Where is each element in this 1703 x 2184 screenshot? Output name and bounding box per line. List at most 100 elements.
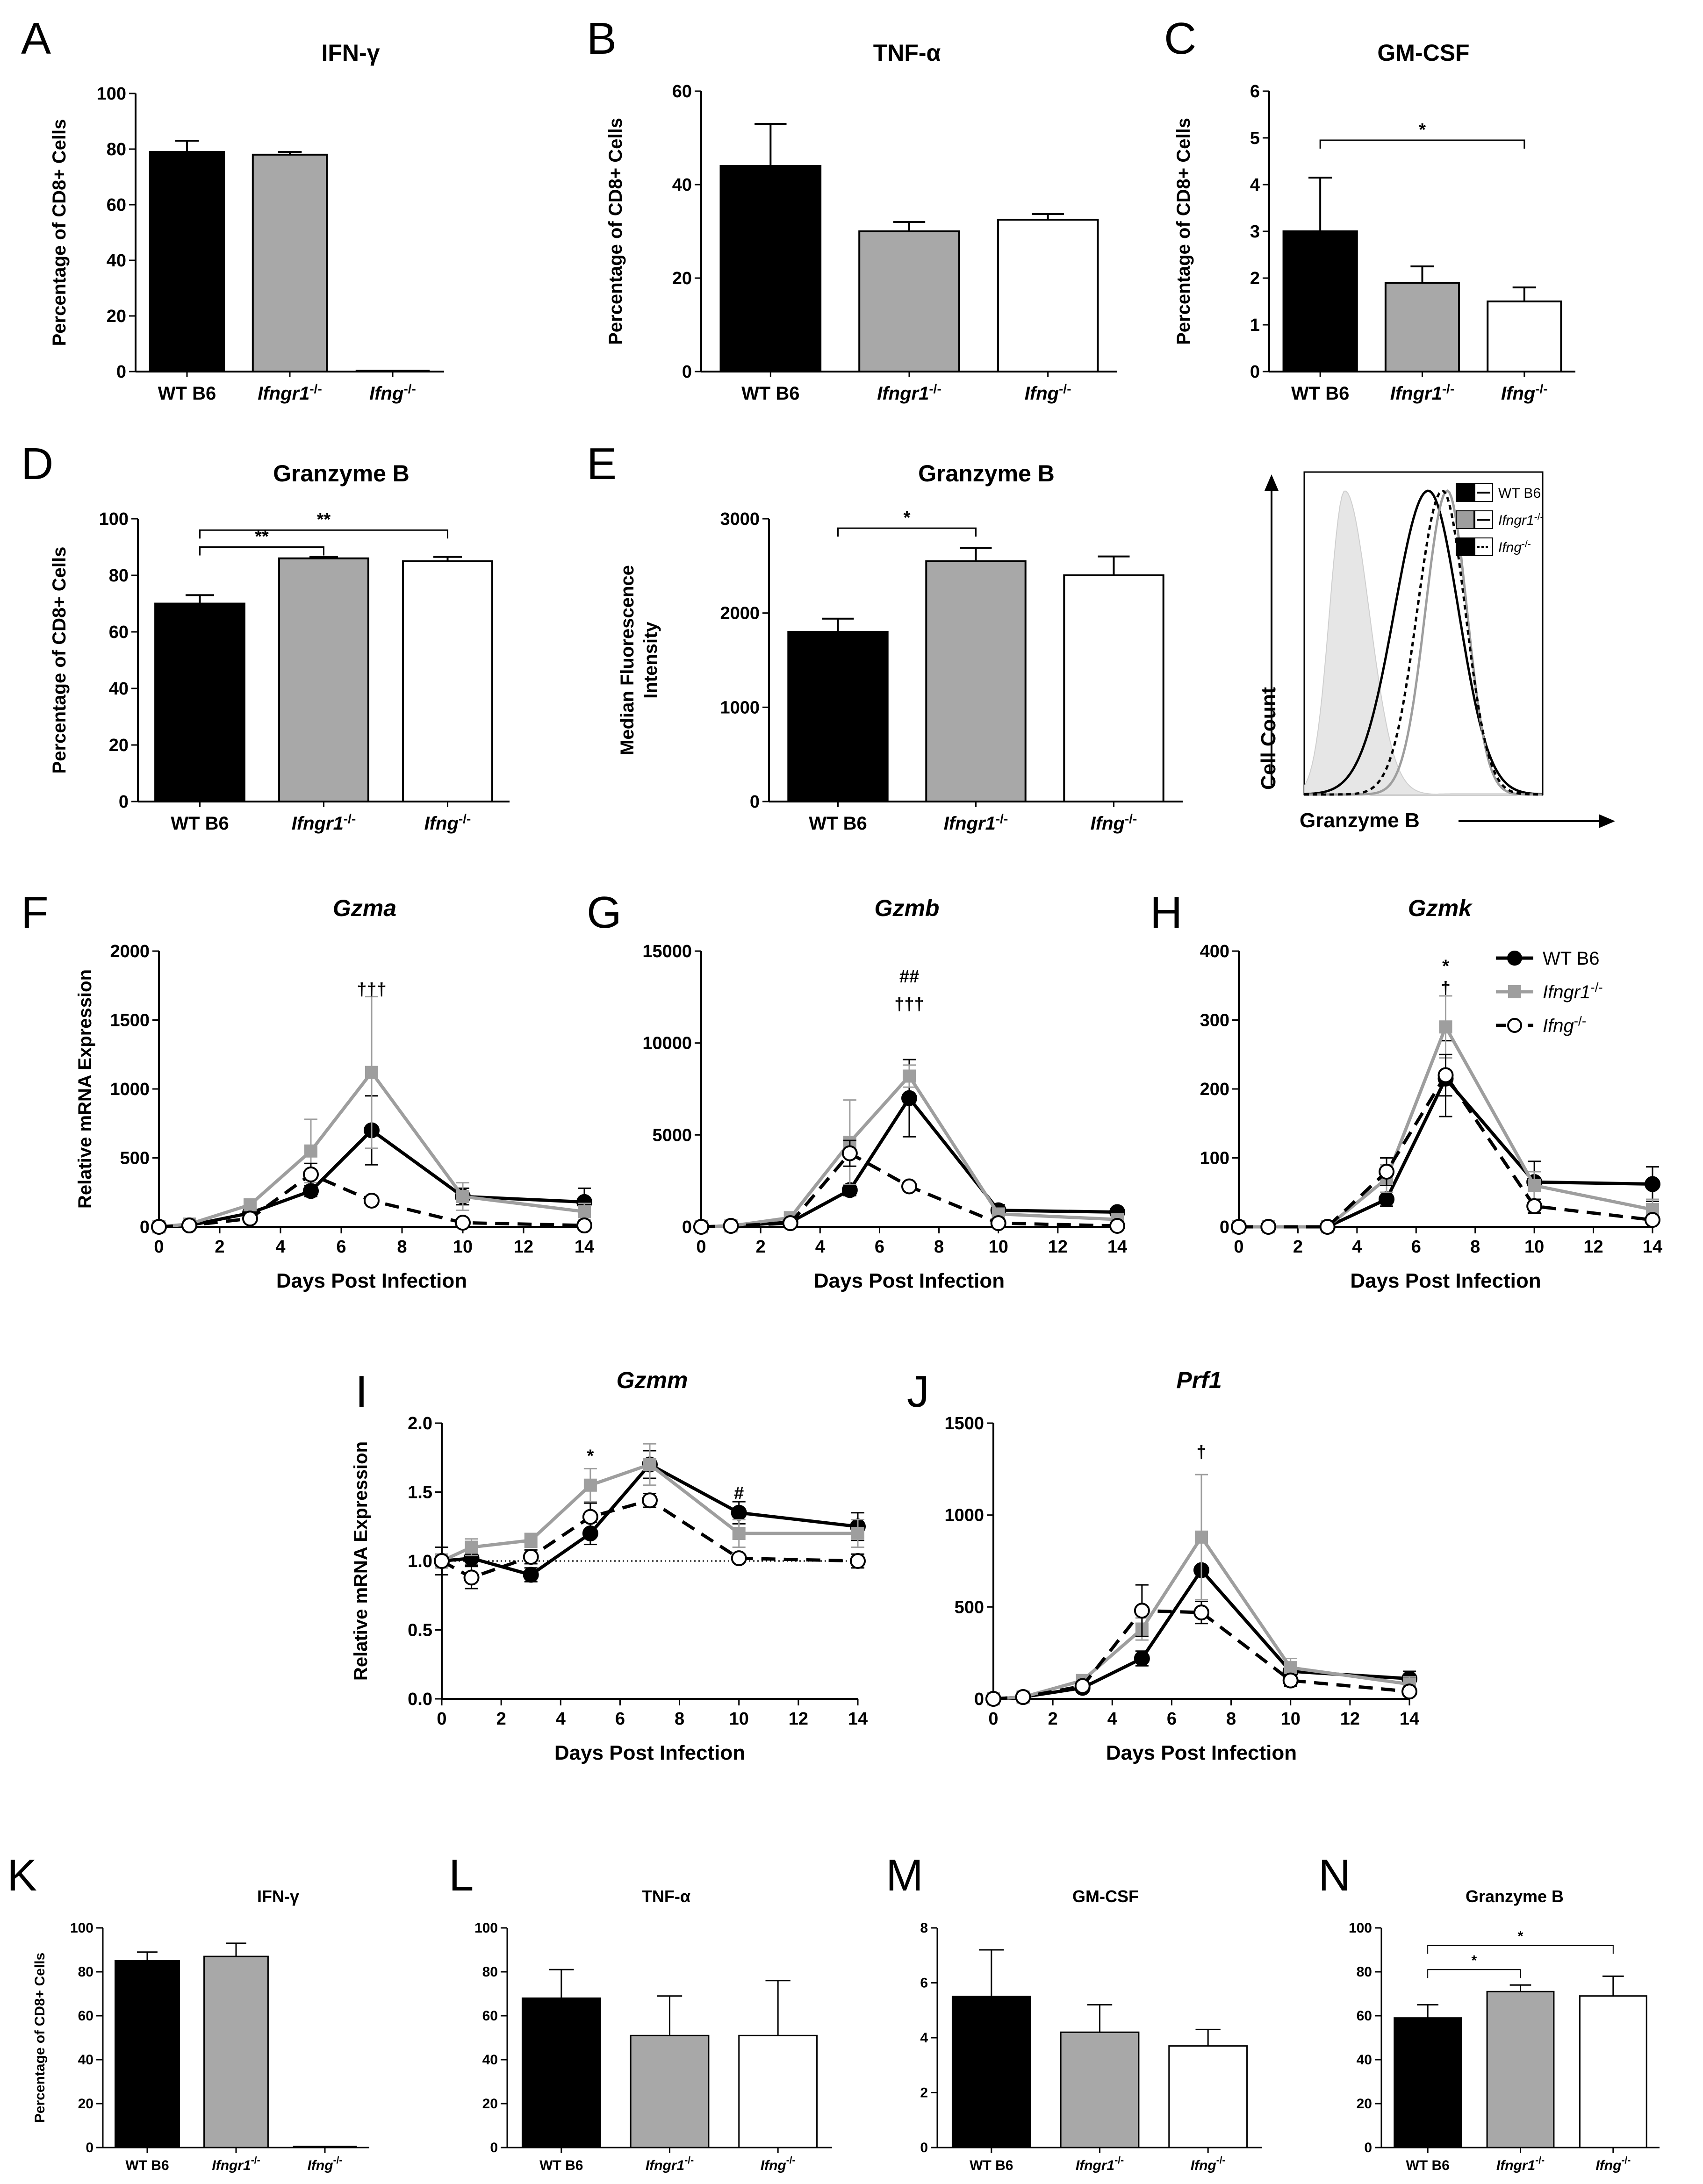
y-axis-label-line2: Intensity <box>640 622 661 699</box>
significance-label: * <box>904 508 911 528</box>
y-tick-label: 60 <box>109 623 129 642</box>
histogram-curve-Ifngr1-/- <box>1304 489 1543 796</box>
y-tick-label: 15000 <box>642 942 692 961</box>
y-tick-label: 5000 <box>652 1125 692 1145</box>
x-tick-label: 4 <box>815 1237 825 1257</box>
bar <box>787 631 889 802</box>
panel-title: TNF-α <box>873 40 941 66</box>
legend-marker <box>1507 1018 1522 1033</box>
data-point <box>903 1069 916 1083</box>
bar <box>719 165 822 372</box>
x-tick-label: 8 <box>397 1237 407 1257</box>
y-tick-label: 40 <box>78 2052 93 2068</box>
y-tick-label: 0 <box>750 792 760 812</box>
data-point <box>1134 1650 1150 1667</box>
data-point <box>1401 1683 1417 1700</box>
bar <box>115 1960 180 2148</box>
data-point <box>365 1066 378 1079</box>
data-point <box>841 1145 858 1161</box>
x-category-label: WT B6 <box>171 813 229 834</box>
y-tick-label: 1.0 <box>408 1552 432 1571</box>
panel-title: IFN-γ <box>257 1887 299 1906</box>
y-tick-label: 20 <box>107 307 126 326</box>
y-tick-label: 1500 <box>944 1414 984 1433</box>
bar <box>1060 2031 1140 2148</box>
panel-title: IFN-γ <box>322 40 380 66</box>
panel-L: TNF-α 0 20 40 60 80 100 WT B6 Ifngr1-/- Ifng-/- <box>474 1887 832 2173</box>
x-axis-label: Days Post Infection <box>276 1269 467 1292</box>
annotation-label: # <box>734 1483 744 1503</box>
data-point <box>463 1569 480 1586</box>
y-tick-label: 3 <box>1250 222 1260 242</box>
x-axis-label: Days Post Infection <box>554 1741 745 1764</box>
y-axis-label: Relative mRNA Expression <box>75 969 95 1209</box>
legend-label: Ifng-/- <box>1498 539 1531 555</box>
panel-title: Gzmm <box>617 1367 688 1393</box>
data-point <box>1195 1530 1208 1544</box>
x-category-label: Ifng-/- <box>1501 381 1548 404</box>
x-category-label: Ifngr1-/- <box>258 381 322 404</box>
panel-letter-F: F <box>21 888 49 938</box>
bar <box>1579 1995 1647 2148</box>
panel-title: Prf1 <box>1176 1367 1222 1393</box>
data-point <box>1645 1176 1660 1192</box>
x-tick-label: 6 <box>336 1237 346 1257</box>
y-tick-label: 1000 <box>944 1506 984 1525</box>
y-tick-label: 100 <box>474 1920 498 1936</box>
y-tick-label: 40 <box>1357 2052 1372 2068</box>
data-point <box>1526 1198 1543 1214</box>
y-tick-label: 100 <box>1200 1149 1229 1168</box>
y-tick-label: 0 <box>1364 2140 1372 2155</box>
y-tick-label: 1000 <box>720 698 760 717</box>
significance-label: ** <box>317 510 331 530</box>
x-category-label: Ifng-/- <box>1091 811 1137 834</box>
y-tick-label: 0 <box>682 362 692 382</box>
data-point <box>1134 1603 1150 1619</box>
x-category-label: Ifng-/- <box>761 2155 796 2173</box>
annotation-label: ## <box>899 967 919 987</box>
data-point <box>731 1504 747 1521</box>
x-category-label: Ifng-/- <box>369 381 416 404</box>
data-point <box>1439 1020 1452 1034</box>
x-tick-label: 0 <box>696 1237 706 1257</box>
data-point <box>642 1492 658 1509</box>
panel-letter-A: A <box>21 14 51 64</box>
x-tick-label: 0 <box>154 1237 164 1257</box>
data-point <box>1193 1604 1209 1621</box>
y-tick-label: 6 <box>920 1976 928 1991</box>
x-category-label: WT B6 <box>539 2158 583 2173</box>
x-tick-label: 8 <box>1226 1709 1236 1729</box>
x-tick-label: 6 <box>1167 1709 1177 1729</box>
bar <box>630 2034 710 2148</box>
panel-letter-N: N <box>1318 1850 1351 1900</box>
data-point <box>732 1527 746 1540</box>
x-tick-label: 4 <box>1107 1709 1117 1729</box>
x-category-label: Ifngr1-/- <box>292 811 356 834</box>
y-axis-label: Percentage of CD8+ Cells <box>1173 118 1194 345</box>
panel-letter-B: B <box>587 14 617 64</box>
y-tick-label: 100 <box>70 1920 93 1936</box>
x-tick-label: 2 <box>1293 1237 1303 1257</box>
panel-E-histogram: Cell Count Granzyme B WT B6 Ifngr1-/- Ifng-/… <box>1257 471 1615 832</box>
x-category-label: Ifng-/- <box>1025 381 1071 404</box>
legend-marker <box>1508 985 1521 998</box>
x-category-label: WT B6 <box>1291 383 1349 404</box>
y-tick-label: 0 <box>920 2140 928 2155</box>
data-point <box>731 1550 747 1567</box>
x-category-label: Ifng-/- <box>1191 2155 1226 2173</box>
data-point <box>643 1458 656 1471</box>
data-point <box>1319 1219 1336 1235</box>
panel-N: Granzyme B 0 20 40 60 80 100 WT B6 Ifngr1-/- Ifng… <box>1349 1887 1660 2173</box>
panel-G: Gzmb 0 5000 10000 15000 0 2 4 6 8 10 12 14 Days Post … <box>642 895 1127 1292</box>
y-axis-label: Percentage of CD8+ Cells <box>605 118 626 345</box>
y-tick-label: 20 <box>1357 2096 1372 2112</box>
y-tick-label: 8 <box>920 1920 928 1936</box>
y-tick-label: 40 <box>107 251 126 271</box>
series-line-Ifng-/- <box>441 1498 858 1580</box>
data-point <box>181 1217 197 1234</box>
x-category-label: Ifng-/- <box>1595 2155 1631 2173</box>
y-tick-label: 20 <box>78 2096 93 2112</box>
x-category-label: Ifngr1-/- <box>212 2155 260 2173</box>
y-tick-label: 60 <box>1357 2008 1372 2024</box>
y-tick-label: 500 <box>955 1597 984 1617</box>
